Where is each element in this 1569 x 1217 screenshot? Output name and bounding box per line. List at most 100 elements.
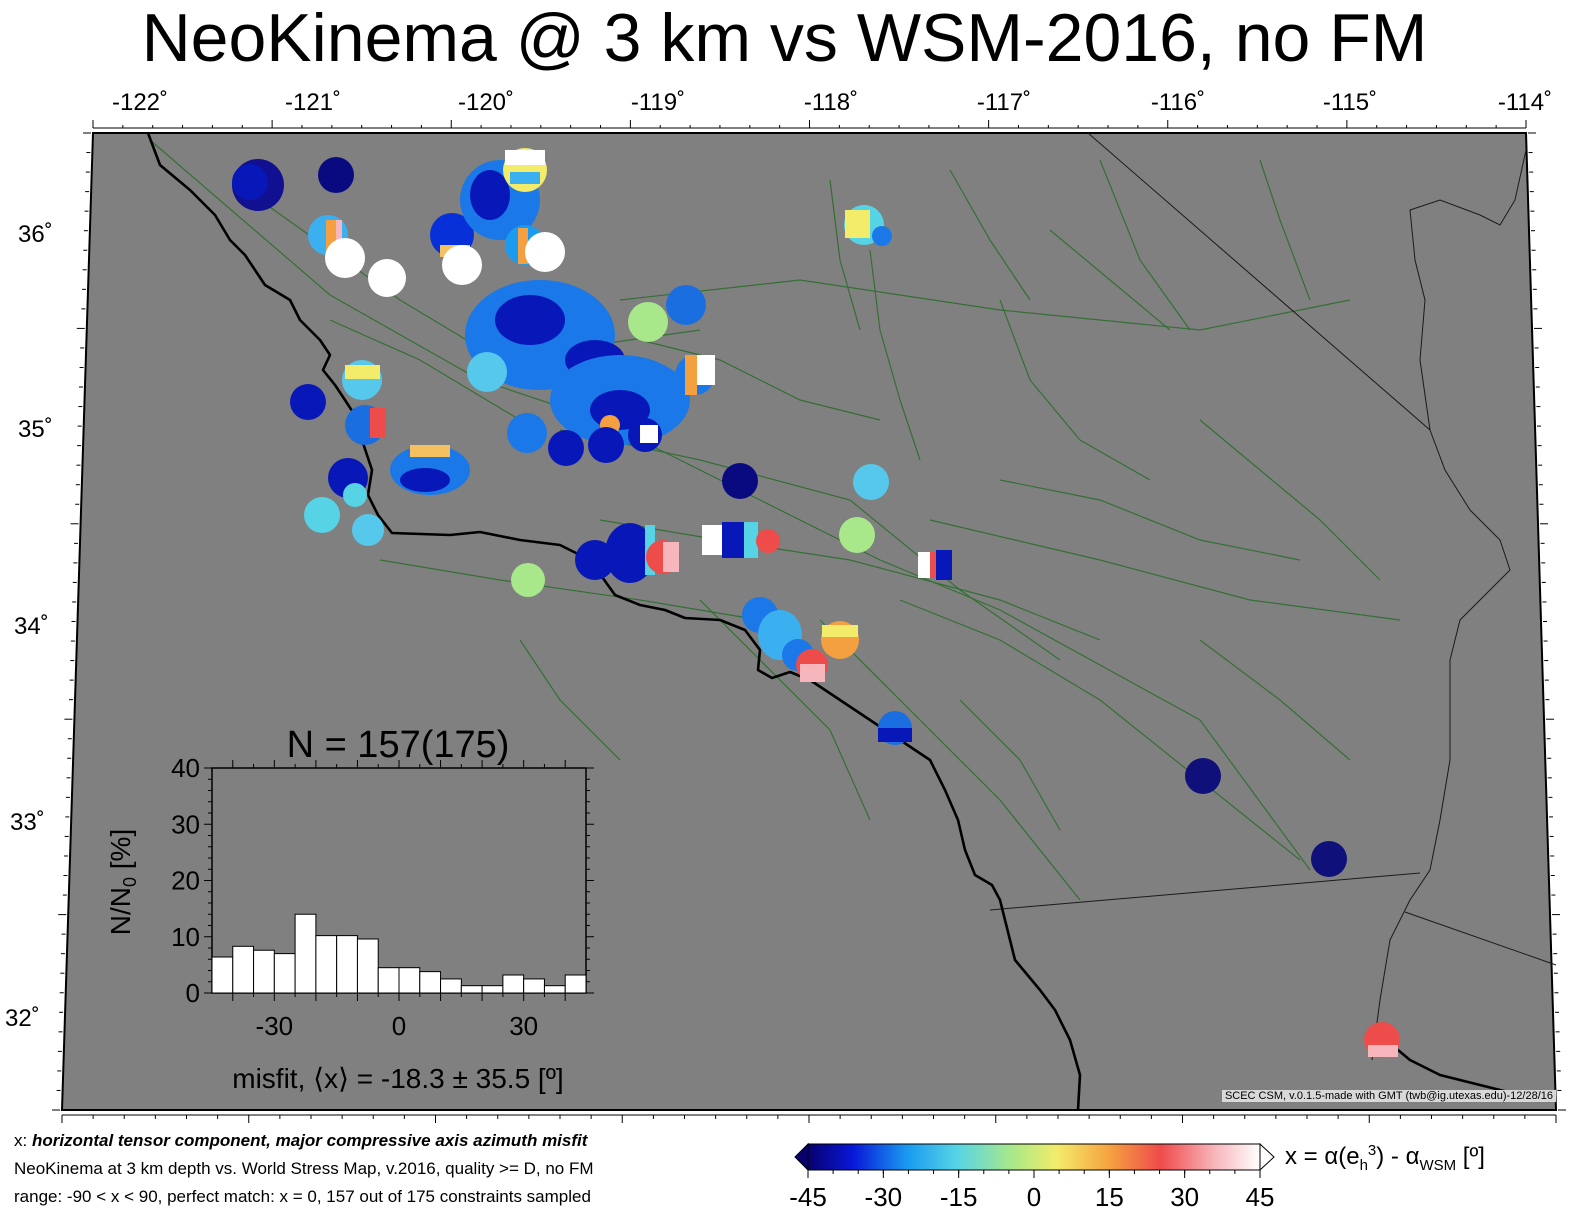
histogram-axes: 0 10 20 30 40 -30 0 30 bbox=[171, 753, 594, 1041]
patch bbox=[1311, 841, 1347, 877]
colorbar-formula: x = α(eh3) - αWSM [º] bbox=[1285, 1142, 1485, 1174]
histogram-ylabel-main: N/N bbox=[105, 887, 136, 935]
patch bbox=[702, 522, 780, 558]
patch bbox=[328, 458, 368, 507]
x-tick-label: 30 bbox=[509, 1011, 538, 1041]
latitude-labels: 36˚ 35˚ 34˚ 33˚ 32˚ bbox=[5, 221, 53, 1032]
latitude-ticks bbox=[52, 132, 1566, 1111]
lat-label: 32˚ bbox=[5, 1005, 40, 1032]
patch bbox=[345, 405, 386, 445]
credit-stamp: SCEC CSM, v.0.1.5-made with GMT (twb@ig.… bbox=[1221, 1090, 1556, 1102]
patch bbox=[722, 463, 758, 499]
longitude-ticks bbox=[61, 120, 1557, 1123]
patch bbox=[1364, 1022, 1400, 1058]
lat-label: 33˚ bbox=[10, 809, 45, 836]
patch bbox=[325, 238, 365, 278]
patch bbox=[390, 445, 470, 495]
patch bbox=[853, 464, 889, 500]
colorbar-tick-label: -45 bbox=[789, 1182, 827, 1212]
lat-label: 35˚ bbox=[18, 416, 53, 443]
lon-label: -117˚ bbox=[977, 89, 1031, 116]
colorbar: -45 -30 -15 0 15 30 45 bbox=[789, 1142, 1275, 1212]
patch bbox=[511, 563, 545, 597]
colorbar-tick-label: -30 bbox=[865, 1182, 903, 1212]
map-title: NeoKinema @ 3 km vs WSM-2016, no FM bbox=[141, 0, 1428, 76]
note-line-3: range: -90 < x < 90, perfect match: x = … bbox=[14, 1187, 591, 1206]
state-borders bbox=[989, 132, 1557, 1061]
histogram-bar bbox=[273, 953, 296, 994]
patch bbox=[1185, 758, 1221, 794]
colorbar-tick-label: 15 bbox=[1095, 1182, 1124, 1212]
histogram-xlabel: misfit, ⟨x⟩ = -18.3 ± 35.5 [º] bbox=[232, 1063, 563, 1094]
patch bbox=[342, 360, 382, 400]
note-line-2: NeoKinema at 3 km depth vs. World Stress… bbox=[14, 1159, 594, 1178]
histogram-bar bbox=[564, 974, 587, 994]
patch bbox=[352, 514, 384, 546]
histogram-bar bbox=[481, 985, 504, 994]
colorbar-tick-label: 45 bbox=[1246, 1182, 1275, 1212]
colorbar-low-triangle bbox=[794, 1142, 809, 1172]
lon-label: -120˚ bbox=[458, 89, 514, 116]
patch bbox=[666, 285, 706, 325]
histogram-ylabel-sub: 0 bbox=[120, 877, 140, 887]
misfit-patches bbox=[232, 148, 1400, 1058]
colorbar-tick-label: 0 bbox=[1027, 1182, 1041, 1212]
lat-label: 34˚ bbox=[14, 613, 49, 640]
colorbar-high-triangle bbox=[1259, 1142, 1275, 1172]
lon-label: -121˚ bbox=[285, 89, 341, 116]
patch bbox=[368, 259, 406, 297]
histogram-bar bbox=[460, 985, 483, 994]
histogram-ylabel-unit: [%] bbox=[105, 829, 136, 877]
formula-unit: [º] bbox=[1456, 1143, 1485, 1170]
lon-label: -116˚ bbox=[1151, 89, 1205, 116]
lat-label: 36˚ bbox=[18, 221, 53, 248]
y-tick-label: 10 bbox=[171, 922, 200, 952]
patch bbox=[442, 245, 482, 285]
x-tick-label: 0 bbox=[392, 1011, 406, 1041]
legend-notes: x: horizontal tensor component, major co… bbox=[14, 1127, 594, 1211]
colorbar-tick-label: -15 bbox=[940, 1182, 978, 1212]
patch bbox=[821, 621, 859, 659]
note-emphasis: horizontal tensor component, major compr… bbox=[31, 1131, 588, 1150]
patch bbox=[467, 352, 507, 392]
y-tick-label: 40 bbox=[171, 753, 200, 783]
patch bbox=[304, 497, 340, 533]
lon-label: -122˚ bbox=[112, 89, 168, 116]
histogram-bar bbox=[377, 967, 400, 994]
patch bbox=[675, 355, 715, 395]
y-tick-label: 30 bbox=[171, 809, 200, 839]
patch bbox=[844, 205, 892, 246]
histogram-bar bbox=[253, 949, 275, 994]
histogram-inset: 0 10 20 30 40 -30 0 30 N = 157(175) misfit, ⟨x⟩… bbox=[105, 724, 594, 1094]
histogram-bar bbox=[356, 938, 379, 994]
note-line-1: x: horizontal tensor component, major co… bbox=[14, 1127, 594, 1155]
formula-sub: h bbox=[1359, 1156, 1368, 1174]
y-tick-label: 0 bbox=[186, 978, 200, 1008]
colorbar-ticks: -45 -30 -15 0 15 30 45 bbox=[789, 1170, 1274, 1212]
patch bbox=[525, 232, 565, 272]
patch bbox=[628, 418, 662, 452]
colorbar-gradient bbox=[807, 1143, 1261, 1171]
note-prefix: x: bbox=[14, 1131, 32, 1150]
patch bbox=[918, 550, 952, 580]
histogram-bar bbox=[543, 985, 566, 994]
y-tick-label: 20 bbox=[171, 866, 200, 896]
histogram-bar bbox=[440, 978, 462, 994]
patch bbox=[507, 413, 584, 466]
histogram-bar bbox=[294, 913, 317, 994]
longitude-labels: -122˚ -121˚ -120˚ -119˚ -118˚ -117˚ -116… bbox=[112, 89, 1552, 116]
formula-part-2: ) - α bbox=[1376, 1143, 1420, 1170]
patch bbox=[628, 302, 668, 342]
histogram-title: N = 157(175) bbox=[287, 724, 510, 766]
formula-sub-2: WSM bbox=[1419, 1156, 1457, 1174]
histogram-bar bbox=[523, 978, 545, 994]
patch bbox=[232, 159, 284, 211]
histogram-ylabel: N/N0 [%] bbox=[105, 829, 140, 935]
patch bbox=[839, 517, 875, 553]
patch bbox=[318, 157, 354, 193]
histogram-bar bbox=[398, 967, 421, 994]
histogram-bars bbox=[211, 913, 587, 994]
patch bbox=[878, 711, 912, 745]
formula-part: x = α(e bbox=[1285, 1143, 1360, 1170]
histogram-bar bbox=[502, 974, 525, 994]
